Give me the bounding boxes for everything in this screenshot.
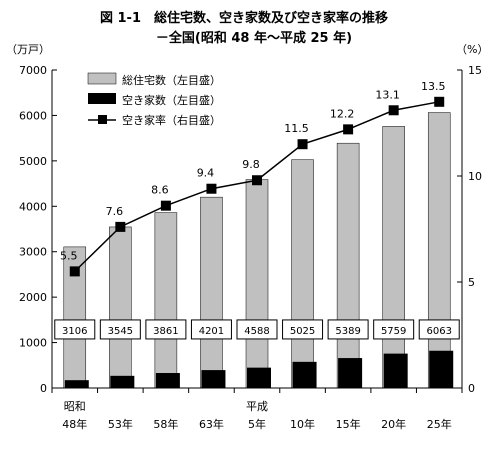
y-right-tick-label: 0 — [468, 382, 475, 395]
bar-value-label-7: 5759 — [381, 326, 406, 337]
bar-total-6 — [336, 142, 360, 389]
rate-value-label-4: 9.8 — [242, 158, 260, 171]
legend-label-2: 空き家率（右目盛） — [122, 113, 221, 127]
rate-marker-4 — [252, 175, 262, 186]
y-left-tick-label: 5000 — [19, 155, 47, 168]
bar-vacant-4 — [247, 367, 271, 388]
x-tick-label-0: 48年 — [62, 417, 87, 431]
bar-value-label-4: 4588 — [244, 326, 269, 337]
bar-value-label-5: 5025 — [290, 326, 315, 337]
y-left-unit: （万戸） — [6, 43, 50, 56]
bar-value-box-4 — [236, 319, 278, 340]
bar-value-box-5 — [282, 319, 324, 340]
bar-vacant-0 — [64, 380, 89, 388]
bar-vacant-7 — [383, 353, 408, 388]
y-right-tick-label: 15 — [468, 64, 482, 77]
chart-title: 図 1-1 総住宅数、空き家数及び空き家率の推移 — [100, 10, 388, 26]
bar-value-box-0 — [54, 319, 96, 340]
rate-value-label-0: 5.5 — [60, 249, 78, 262]
y-right-tick-label: 10 — [468, 170, 482, 183]
legend-label-1: 空き家数（左目盛） — [122, 93, 221, 107]
bar-total-8 — [427, 112, 451, 389]
bar-total-1 — [109, 226, 132, 389]
y-left-tick-label: 4000 — [19, 200, 47, 213]
bar-value-box-2 — [145, 319, 187, 340]
bar-value-label-8: 6063 — [426, 326, 451, 337]
bar-total-2 — [154, 212, 178, 389]
bar-vacant-6 — [338, 358, 363, 388]
y-left-tick-label: 0 — [40, 382, 47, 395]
rate-value-label-7: 13.1 — [375, 88, 400, 101]
bar-total-4 — [245, 179, 269, 389]
legend-marker-2 — [98, 115, 107, 124]
x-tick-label-6: 15年 — [336, 417, 361, 431]
y-left-tick-label: 2000 — [19, 291, 47, 304]
y-left-tick-label: 7000 — [19, 64, 47, 77]
x-tick-label-7: 20年 — [381, 417, 406, 431]
bar-vacant-3 — [201, 370, 226, 388]
bar-value-box-7 — [373, 319, 415, 340]
bar-value-box-1 — [99, 319, 141, 340]
x-tick-label-2: 58年 — [153, 417, 178, 431]
rate-marker-2 — [160, 200, 171, 211]
legend-swatch-1 — [88, 93, 116, 104]
era-label-4: 平成 — [246, 400, 268, 413]
bar-vacant-1 — [110, 375, 135, 388]
bar-value-label-2: 3861 — [153, 326, 178, 337]
legend-label-0: 総住宅数（左目盛） — [122, 73, 221, 87]
rate-marker-8 — [434, 96, 445, 107]
rate-value-label-5: 11.5 — [284, 122, 309, 135]
bar-value-label-1: 3545 — [108, 326, 133, 337]
rate-marker-6 — [343, 124, 354, 135]
bar-value-label-0: 3106 — [62, 326, 87, 337]
rate-marker-0 — [69, 266, 80, 277]
bar-value-label-6: 5389 — [335, 326, 360, 337]
chart-subtitle: －全国(昭和 48 年～平成 25 年) — [156, 30, 352, 46]
y-left-tick-label: 1000 — [19, 337, 47, 350]
legend-swatch-0 — [87, 72, 117, 85]
bar-vacant-8 — [429, 350, 454, 388]
rate-value-label-8: 13.5 — [421, 80, 446, 93]
bar-value-box-3 — [190, 319, 232, 340]
rate-value-label-6: 12.2 — [330, 107, 355, 120]
x-tick-label-8: 25年 — [427, 417, 452, 431]
y-right-tick-label: 5 — [468, 276, 475, 289]
plot-area: 3106 3545 3861 4201 4588 5025 5389 5759 6063 5.5 7… — [19, 64, 482, 431]
x-tick-label-5: 10年 — [290, 417, 315, 431]
bar-vacant-2 — [155, 373, 180, 388]
x-tick-label-1: 53年 — [108, 417, 133, 431]
bar-total-3 — [200, 196, 223, 389]
bar-value-label-3: 4201 — [199, 326, 224, 337]
bar-vacant-5 — [292, 361, 317, 388]
bar-value-box-8 — [418, 319, 460, 340]
bar-value-box-6 — [327, 319, 369, 340]
bar-total-5 — [291, 159, 314, 389]
x-tick-label-4: 5年 — [248, 417, 266, 431]
rate-marker-5 — [297, 139, 308, 150]
y-right-unit: （%） — [456, 43, 488, 56]
bar-total-7 — [382, 126, 405, 389]
rate-value-label-1: 7.6 — [106, 205, 124, 218]
legend: 総住宅数（左目盛） 空き家数（左目盛） 空き家率（右目盛） — [87, 72, 221, 127]
y-left-tick-label: 3000 — [19, 246, 47, 259]
y-left-tick-label: 6000 — [19, 109, 47, 122]
era-label-0: 昭和 — [64, 400, 86, 413]
rate-marker-1 — [115, 221, 126, 232]
rate-marker-3 — [206, 183, 217, 194]
x-tick-label-3: 63年 — [199, 417, 224, 431]
rate-value-label-3: 9.4 — [197, 167, 215, 180]
rate-value-label-2: 8.6 — [151, 184, 169, 197]
rate-marker-7 — [388, 105, 399, 116]
